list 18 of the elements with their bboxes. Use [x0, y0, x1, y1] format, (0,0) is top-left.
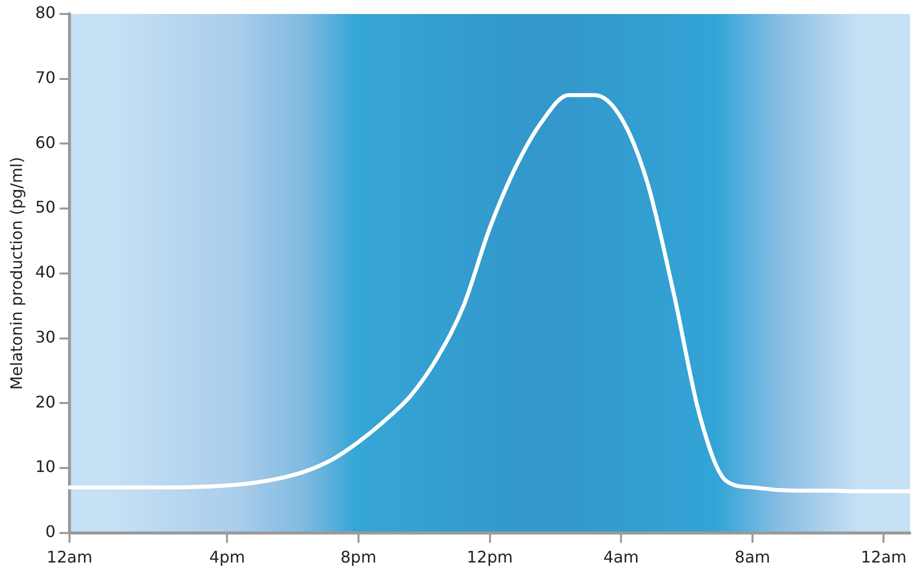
y-tick-label: 70 [35, 68, 56, 88]
y-tick-label: 60 [35, 132, 56, 152]
x-tick-label: 4am [603, 548, 639, 567]
y-tick-label: 80 [35, 3, 56, 22]
y-tick-label: 0 [45, 522, 56, 541]
x-tick-label: 12am [46, 548, 92, 567]
y-tick-label: 50 [35, 198, 56, 217]
x-tick-label: 8am [734, 548, 770, 567]
y-tick-label: 20 [35, 392, 56, 412]
y-tick-label: 40 [35, 262, 56, 282]
x-tick-label: 8pm [340, 548, 376, 567]
x-tick-label: 4pm [209, 548, 246, 567]
y-tick-label: 30 [35, 327, 56, 346]
line-series [68, 93, 912, 494]
y-axis-title: Melatonin production (pg/ml) [6, 156, 26, 390]
y-tick-label: 10 [35, 457, 56, 476]
x-tick-label: 12pm [466, 548, 513, 567]
x-tick-label: 12am [860, 548, 907, 567]
